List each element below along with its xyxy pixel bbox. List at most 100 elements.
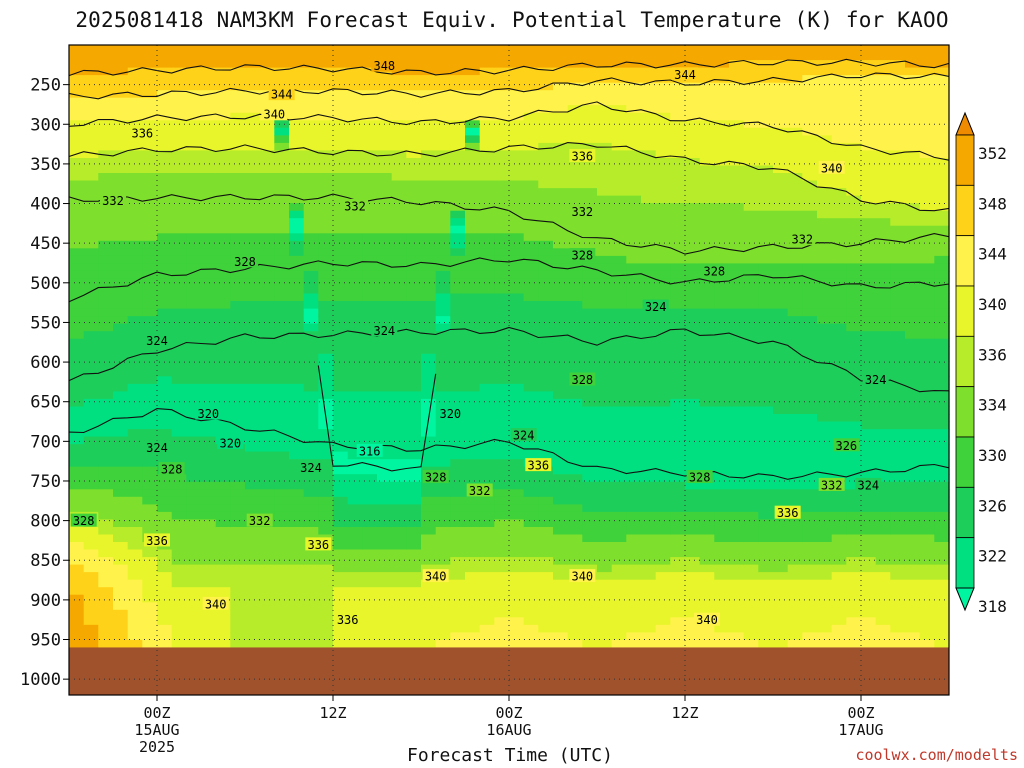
theta-e-cell [685,60,701,69]
theta-e-cell [333,527,349,536]
theta-e-cell [758,383,774,392]
contour-label: 344 [271,88,293,102]
theta-e-cell [289,444,305,453]
theta-e-cell [259,75,275,84]
theta-e-cell [171,248,187,257]
theta-e-cell [142,504,158,513]
theta-e-cell [421,406,437,415]
theta-e-cell [773,150,789,159]
theta-e-cell [318,158,334,167]
theta-e-cell [597,466,613,475]
theta-e-cell [186,496,202,505]
theta-e-cell [259,414,275,423]
theta-e-cell [303,45,319,54]
theta-e-cell [611,82,627,91]
theta-e-cell [421,527,437,536]
theta-e-cell [391,203,407,212]
theta-e-cell [215,308,231,317]
theta-e-cell [743,142,759,151]
theta-e-cell [714,496,730,505]
theta-e-cell [391,489,407,498]
theta-e-cell [83,142,99,151]
theta-e-cell [230,496,246,505]
x-tick-label: 12Z [671,704,698,722]
theta-e-cell [435,632,451,641]
theta-e-cell [98,158,114,167]
theta-e-cell [201,293,217,302]
theta-e-cell [919,429,935,438]
theta-e-cell [934,481,950,490]
theta-e-cell [259,602,275,611]
theta-e-cell [142,165,158,174]
theta-e-cell [670,398,686,407]
theta-e-cell [743,90,759,99]
theta-e-cell [582,60,598,69]
theta-e-cell [421,451,437,460]
theta-e-cell [98,466,114,475]
theta-e-cell [831,459,847,468]
theta-e-cell [802,323,818,332]
theta-e-cell [714,504,730,513]
contour-label-background [202,596,229,610]
theta-e-cell [215,52,231,61]
theta-e-cell [98,97,114,106]
theta-e-cell [611,459,627,468]
theta-e-cell [699,165,715,174]
theta-e-cell [83,624,99,633]
theta-e-cell [83,60,99,69]
theta-e-cell [773,195,789,204]
theta-e-cell [186,233,202,242]
theta-e-cell [465,225,481,234]
theta-e-cell [787,519,803,528]
theta-e-cell [846,248,862,257]
theta-e-cell [201,436,217,445]
theta-e-cell [655,331,671,340]
theta-e-cell [773,489,789,498]
theta-e-cell [362,82,378,91]
theta-e-cell [318,639,334,648]
theta-e-cell [289,173,305,182]
theta-e-cell [626,587,642,596]
theta-e-cell [186,534,202,543]
theta-e-cell [171,639,187,648]
theta-e-cell [919,549,935,558]
theta-e-cell [69,391,85,400]
theta-e-cell [670,263,686,272]
theta-e-cell [98,444,114,453]
theta-e-cell [421,210,437,219]
theta-e-cell [347,180,363,189]
theta-e-cell [743,361,759,370]
theta-e-cell [274,218,290,227]
theta-e-cell [435,60,451,69]
theta-e-cell [934,639,950,648]
theta-e-cell [655,444,671,453]
theta-e-cell [157,308,173,317]
theta-e-cell [274,75,290,84]
theta-e-cell [289,429,305,438]
theta-e-cell [641,323,657,332]
theta-e-cell [934,406,950,415]
theta-e-cell [435,248,451,257]
theta-e-cell [538,444,554,453]
theta-e-cell [274,414,290,423]
theta-e-cell [553,481,569,490]
theta-e-cell [347,496,363,505]
theta-e-cell [509,617,525,626]
theta-e-cell [699,210,715,219]
credit-link[interactable]: coolwx.com/modelts [855,746,1018,764]
theta-e-cell [787,180,803,189]
theta-e-cell [626,67,642,76]
theta-e-cell [113,90,129,99]
theta-e-cell [861,112,877,121]
theta-e-cell [919,639,935,648]
theta-e-cell [230,248,246,257]
theta-e-cell [626,534,642,543]
theta-e-cell [817,180,833,189]
theta-e-cell [567,383,583,392]
theta-e-cell [421,135,437,144]
theta-e-cell [875,52,891,61]
theta-e-cell [391,496,407,505]
theta-e-cell [201,346,217,355]
theta-e-cell [406,572,422,581]
theta-e-cell [890,481,906,490]
